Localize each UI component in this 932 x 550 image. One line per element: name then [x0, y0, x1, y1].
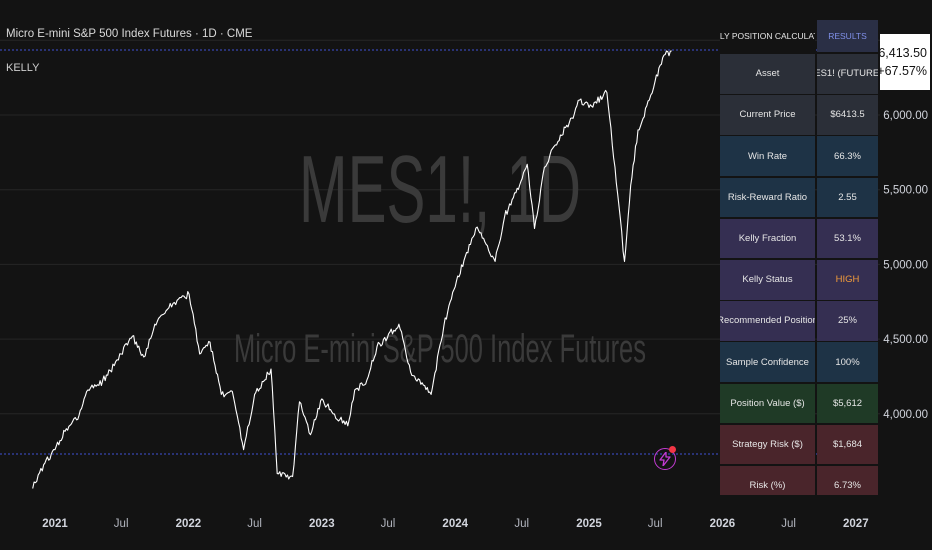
y-tick-label: 6,000.00	[883, 110, 928, 122]
kelly-table-row: Sample Confidence 100%	[720, 342, 878, 382]
kelly-row-value: 25%	[817, 301, 878, 341]
kelly-row-label: Strategy Risk ($)	[720, 424, 815, 465]
x-tick-label: Jul	[648, 518, 663, 530]
kelly-table-row: Risk-Reward Ratio 2.55	[720, 177, 878, 218]
x-tick-label: Jul	[381, 518, 396, 530]
kelly-table-row: AssetMES1! (FUTURES)	[720, 54, 878, 94]
x-tick-label: 2024	[442, 518, 468, 530]
kelly-row-value: 100%	[817, 342, 878, 382]
x-tick-label: 2021	[42, 518, 68, 530]
indicator-label[interactable]: KELLY	[6, 62, 40, 74]
x-tick-label: 2023	[309, 518, 335, 530]
x-tick-label: 2026	[710, 518, 736, 530]
flash-badge[interactable]	[654, 446, 676, 470]
kelly-row-label: Risk-Reward Ratio	[720, 177, 815, 218]
kelly-table-row: Kelly Status HIGH	[720, 260, 878, 300]
kelly-table-header: KELLY POSITION CALCULATORRESULTS	[720, 20, 878, 52]
kelly-row-label: Position Value ($)	[720, 383, 815, 424]
watermark-name: Micro E-mini S&P 500 Index Futures	[234, 327, 646, 371]
current-price-value: 6,413.50	[878, 46, 927, 60]
kelly-row-label: Kelly Status	[720, 260, 815, 300]
kelly-table: KELLY POSITION CALCULATORRESULTSAssetMES…	[720, 20, 878, 495]
x-tick-label: Jul	[114, 518, 129, 530]
price-series-line	[32, 50, 672, 489]
kelly-row-label: Asset	[720, 54, 815, 94]
x-tick-label: Jul	[247, 518, 262, 530]
kelly-row-value: HIGH	[817, 260, 878, 300]
kelly-header-results: RESULTS	[817, 20, 878, 52]
kelly-table-row: Recommended Position 25%	[720, 301, 878, 341]
x-tick-label: 2025	[576, 518, 602, 530]
x-tick-label: Jul	[781, 518, 796, 530]
kelly-table-row: Win Rate 66.3%	[720, 136, 878, 176]
chart-title: Micro E-mini S&P 500 Index Futures · 1D …	[6, 28, 253, 40]
kelly-row-value: $6413.5	[817, 95, 878, 135]
x-tick-label: 2022	[176, 518, 202, 530]
kelly-row-label: Risk (%)	[720, 466, 815, 495]
current-price-change: +67.57%	[877, 64, 927, 78]
y-tick-label: 5,500.00	[883, 185, 928, 197]
kelly-row-value: $1,684	[817, 424, 878, 465]
current-price-tag: 6,413.50 +67.57%	[877, 34, 930, 90]
kelly-row-label: Kelly Fraction	[720, 218, 815, 259]
x-tick-label: Jul	[514, 518, 529, 530]
kelly-row-label: Sample Confidence	[720, 342, 815, 382]
y-tick-label: 4,500.00	[883, 334, 928, 346]
kelly-row-value: 66.3%	[817, 136, 878, 176]
y-tick-label: 5,000.00	[883, 259, 928, 271]
kelly-table-row: Risk (%) 6.73%	[720, 466, 878, 495]
kelly-row-label: Win Rate	[720, 136, 815, 176]
kelly-row-value: MES1! (FUTURES)	[817, 54, 878, 94]
kelly-row-label: Current Price	[720, 95, 815, 135]
kelly-table-row: Position Value ($) $5,612	[720, 383, 878, 424]
notification-dot	[669, 446, 676, 453]
kelly-table-row: Current Price $6413.5	[720, 95, 878, 135]
kelly-row-value: 53.1%	[817, 218, 878, 259]
kelly-row-value: 6.73%	[817, 466, 878, 495]
x-tick-label: 2027	[843, 518, 869, 530]
watermark-symbol: MES1!, 1D	[299, 136, 581, 243]
kelly-row-label: Recommended Position	[720, 301, 815, 341]
kelly-row-value: 2.55	[817, 177, 878, 218]
kelly-header-title: KELLY POSITION CALCULATOR	[720, 20, 815, 52]
y-tick-label: 4,000.00	[883, 409, 928, 421]
kelly-row-value: $5,612	[817, 383, 878, 424]
kelly-table-row: Kelly Fraction 53.1%	[720, 218, 878, 259]
kelly-table-row: Strategy Risk ($) $1,684	[720, 424, 878, 465]
lightning-icon	[659, 452, 671, 466]
